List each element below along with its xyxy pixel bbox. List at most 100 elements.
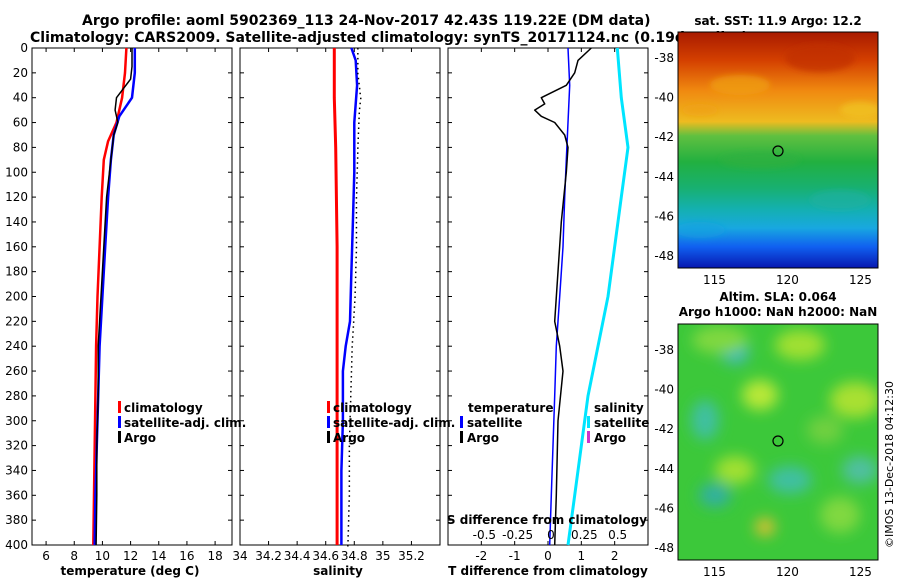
salinity-argo-point [358, 117, 360, 120]
salinity-argo-point [355, 212, 358, 214]
legend-label-satellite: satellite-adj. clim. [333, 416, 455, 430]
salinity-argo-point [358, 82, 360, 85]
salinity-argo-point [355, 266, 357, 269]
legend-swatch-argo [118, 431, 121, 443]
legend-swatch-climatology [327, 401, 330, 413]
salinity-argo-point [355, 197, 358, 199]
salinity-argo-point [356, 167, 359, 169]
legend-swatch-argo [327, 431, 330, 443]
salinity-argo-point [348, 485, 351, 487]
depth-tick-label: 400 [5, 538, 28, 552]
salinity-argo-point [352, 336, 354, 338]
salinity-argo-point [355, 202, 358, 204]
x-tick-label-temperature-diff: 1 [578, 549, 586, 563]
depth-tick-label: 120 [5, 190, 28, 204]
salinity-argo-point [353, 316, 355, 318]
salinity-argo-point [349, 405, 352, 408]
x-tick-label-temperature-diff: -1 [509, 549, 521, 563]
salinity-argo-point [348, 510, 350, 512]
sst-map-title: sat. SST: 11.9 Argo: 12.2 [694, 14, 861, 28]
sla-map-title: Altim. SLA: 0.064 [719, 290, 836, 304]
imos-credit: ©IMOS 13-Dec-2018 04:12:30 [883, 381, 896, 548]
salinity-legend: climatology satellite-adj. clim. Argo [327, 401, 455, 445]
map-y-tick-label: -40 [654, 382, 674, 396]
salinity-argo-point [348, 505, 350, 507]
salinity-argo-point [349, 415, 351, 418]
x-tick-label-salinity: 34 [232, 549, 247, 563]
salinity-argo-point [349, 400, 352, 403]
map-x-tick-label: 115 [703, 565, 726, 579]
map-y-tick-label: -38 [654, 51, 674, 65]
salinity-argo-point [348, 460, 351, 462]
salinity-argo-point [357, 77, 360, 80]
salinity-argo-point [353, 306, 356, 308]
salinity-satellite-line [340, 47, 359, 545]
salinity-argo-point [350, 381, 352, 383]
x-tick-label-temperature: 14 [151, 549, 166, 563]
legend-swatch-climatology [118, 401, 121, 413]
difference-legend: temperature satellite Argo salinity sate… [460, 401, 649, 445]
depth-tick-label: 160 [5, 240, 28, 254]
salinity-argo-point [348, 435, 351, 438]
tick-layer: 0204060801001201401601802002202402602803… [5, 41, 878, 579]
salinity-argo-point [357, 72, 359, 75]
salinity-argo-point [355, 271, 357, 274]
x-tick-label-temperature: 10 [95, 549, 110, 563]
salinity-argo-point [359, 102, 361, 105]
salinity-argo-point [350, 376, 353, 378]
salinity-panel-frame [239, 47, 441, 546]
salinity-argo-point [358, 107, 361, 110]
salinity-argo-point [351, 361, 353, 363]
legend-label-t-satellite: satellite [467, 416, 522, 430]
salinity-argo-point [356, 182, 358, 184]
s-difference-label: S difference from climatology [447, 513, 647, 527]
salinity-argo-point [347, 545, 349, 547]
temperature-climatology-line [92, 47, 128, 546]
legend-label-climatology: climatology [333, 401, 412, 415]
legend-swatch-s-argo [587, 431, 590, 443]
salinity-argo-point [347, 520, 350, 522]
salinity-argo-point [348, 465, 351, 467]
salinity-argo-point [348, 455, 351, 457]
salinity-argo-point [348, 450, 351, 453]
salinity-argo-point [357, 137, 359, 139]
x-tick-label-salinity-diff: -0.25 [502, 528, 533, 542]
temperature-panel-frame [31, 47, 233, 546]
salinity-argo-point [357, 152, 359, 154]
legend-swatch-s-satellite [587, 416, 590, 428]
salinity-argo-point [354, 296, 356, 298]
plot-layer [92, 47, 630, 547]
salinity-argo-point [355, 221, 358, 224]
salinity-argo-point [354, 286, 357, 289]
x-tick-label-salinity-diff: 0.25 [571, 528, 598, 542]
temperature-diff-argo-line [533, 47, 592, 546]
difference-xlabel: T difference from climatology [448, 564, 648, 578]
legend-label-s-argo: Argo [594, 431, 626, 445]
salinity-argo-point [350, 386, 352, 388]
salinity-argo-point [357, 132, 360, 134]
temperature-legend: climatology satellite-adj. clim. Argo [118, 401, 246, 445]
salinity-argo-point [349, 425, 351, 428]
depth-tick-label: 240 [5, 339, 28, 353]
map-y-tick-label: -44 [654, 462, 674, 476]
x-tick-label-temperature: 12 [123, 549, 138, 563]
salinity-argo-point [355, 251, 358, 254]
depth-tick-label: 180 [5, 265, 28, 279]
salinity-argo-point [348, 445, 351, 448]
salinity-argo-point [355, 217, 358, 219]
salinity-argo-point [355, 246, 358, 249]
difference-panel-frame [447, 47, 649, 546]
salinity-argo-point [354, 281, 357, 284]
salinity-argo-point [357, 147, 359, 149]
x-tick-label-salinity-diff: 0.5 [608, 528, 627, 542]
salinity-argo-point [349, 430, 351, 433]
map-y-tick-label: -40 [654, 90, 674, 104]
legend-label-satellite: satellite-adj. clim. [124, 416, 246, 430]
depth-tick-label: 100 [5, 165, 28, 179]
map-y-tick-label: -46 [654, 209, 674, 223]
legend-swatch-satellite [118, 416, 121, 428]
salinity-argo-point [357, 127, 360, 129]
salinity-argo-point [348, 470, 351, 472]
sla-argo-marker [772, 435, 784, 447]
